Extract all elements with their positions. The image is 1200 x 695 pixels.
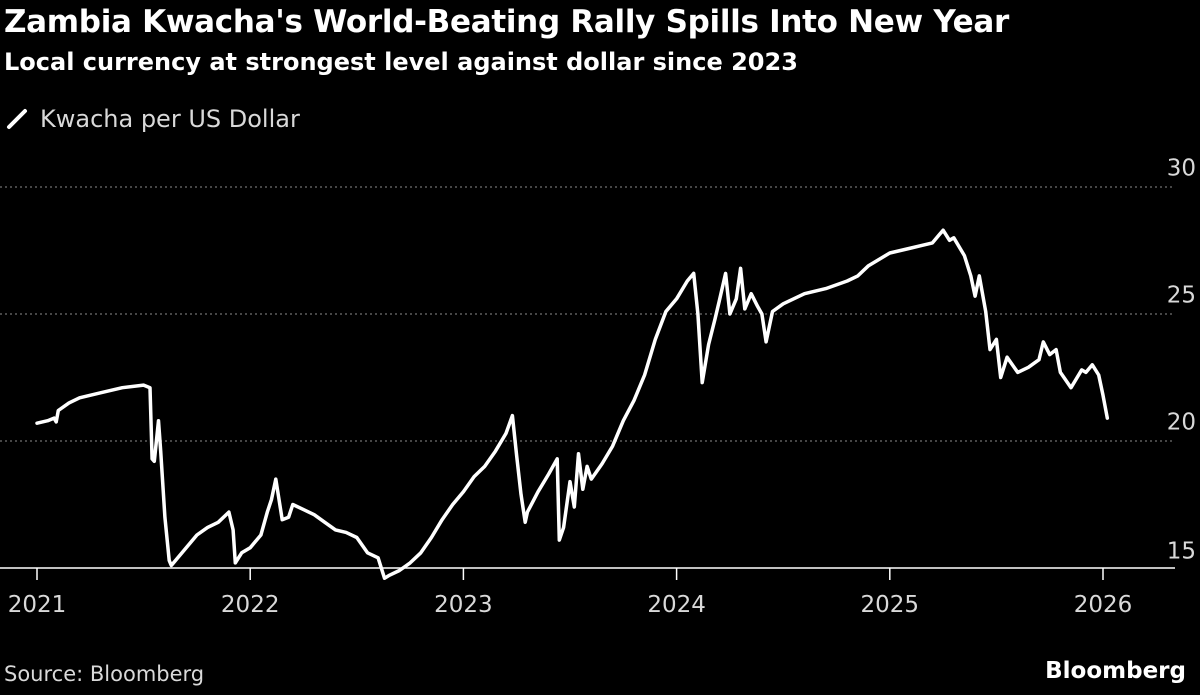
y-tick-label-15: 15 — [1167, 539, 1196, 565]
series-line-0 — [35, 228, 1110, 580]
chart-title: Zambia Kwacha's World-Beating Rally Spil… — [4, 4, 1009, 40]
x-tick-label-2024: 2024 — [647, 592, 706, 618]
bloomberg-logo: Bloomberg — [1045, 658, 1186, 684]
x-tick-label-2022: 2022 — [221, 592, 280, 618]
legend-swatch-icon — [7, 109, 27, 129]
legend-label: Kwacha per US Dollar — [40, 105, 300, 133]
y-tick-label-25: 25 — [1167, 283, 1196, 309]
chart-subtitle: Local currency at strongest level agains… — [4, 48, 798, 76]
y-axis: 15 20 25 30 — [1167, 156, 1196, 565]
source-note: Source: Bloomberg — [4, 662, 205, 686]
legend: Kwacha per US Dollar — [6, 104, 300, 134]
x-tick-label-2026: 2026 — [1074, 592, 1133, 618]
y-tick-label-20: 20 — [1167, 410, 1196, 436]
y-tick-label-30: 30 — [1167, 156, 1196, 182]
x-axis: 2021 2022 2023 2024 2025 2026 — [0, 567, 1175, 618]
x-tick-label-2025: 2025 — [861, 592, 920, 618]
series-layer — [35, 228, 1110, 580]
x-tick-label-2023: 2023 — [434, 592, 493, 618]
grid — [0, 186, 1175, 442]
x-tick-label-2021: 2021 — [8, 592, 67, 618]
